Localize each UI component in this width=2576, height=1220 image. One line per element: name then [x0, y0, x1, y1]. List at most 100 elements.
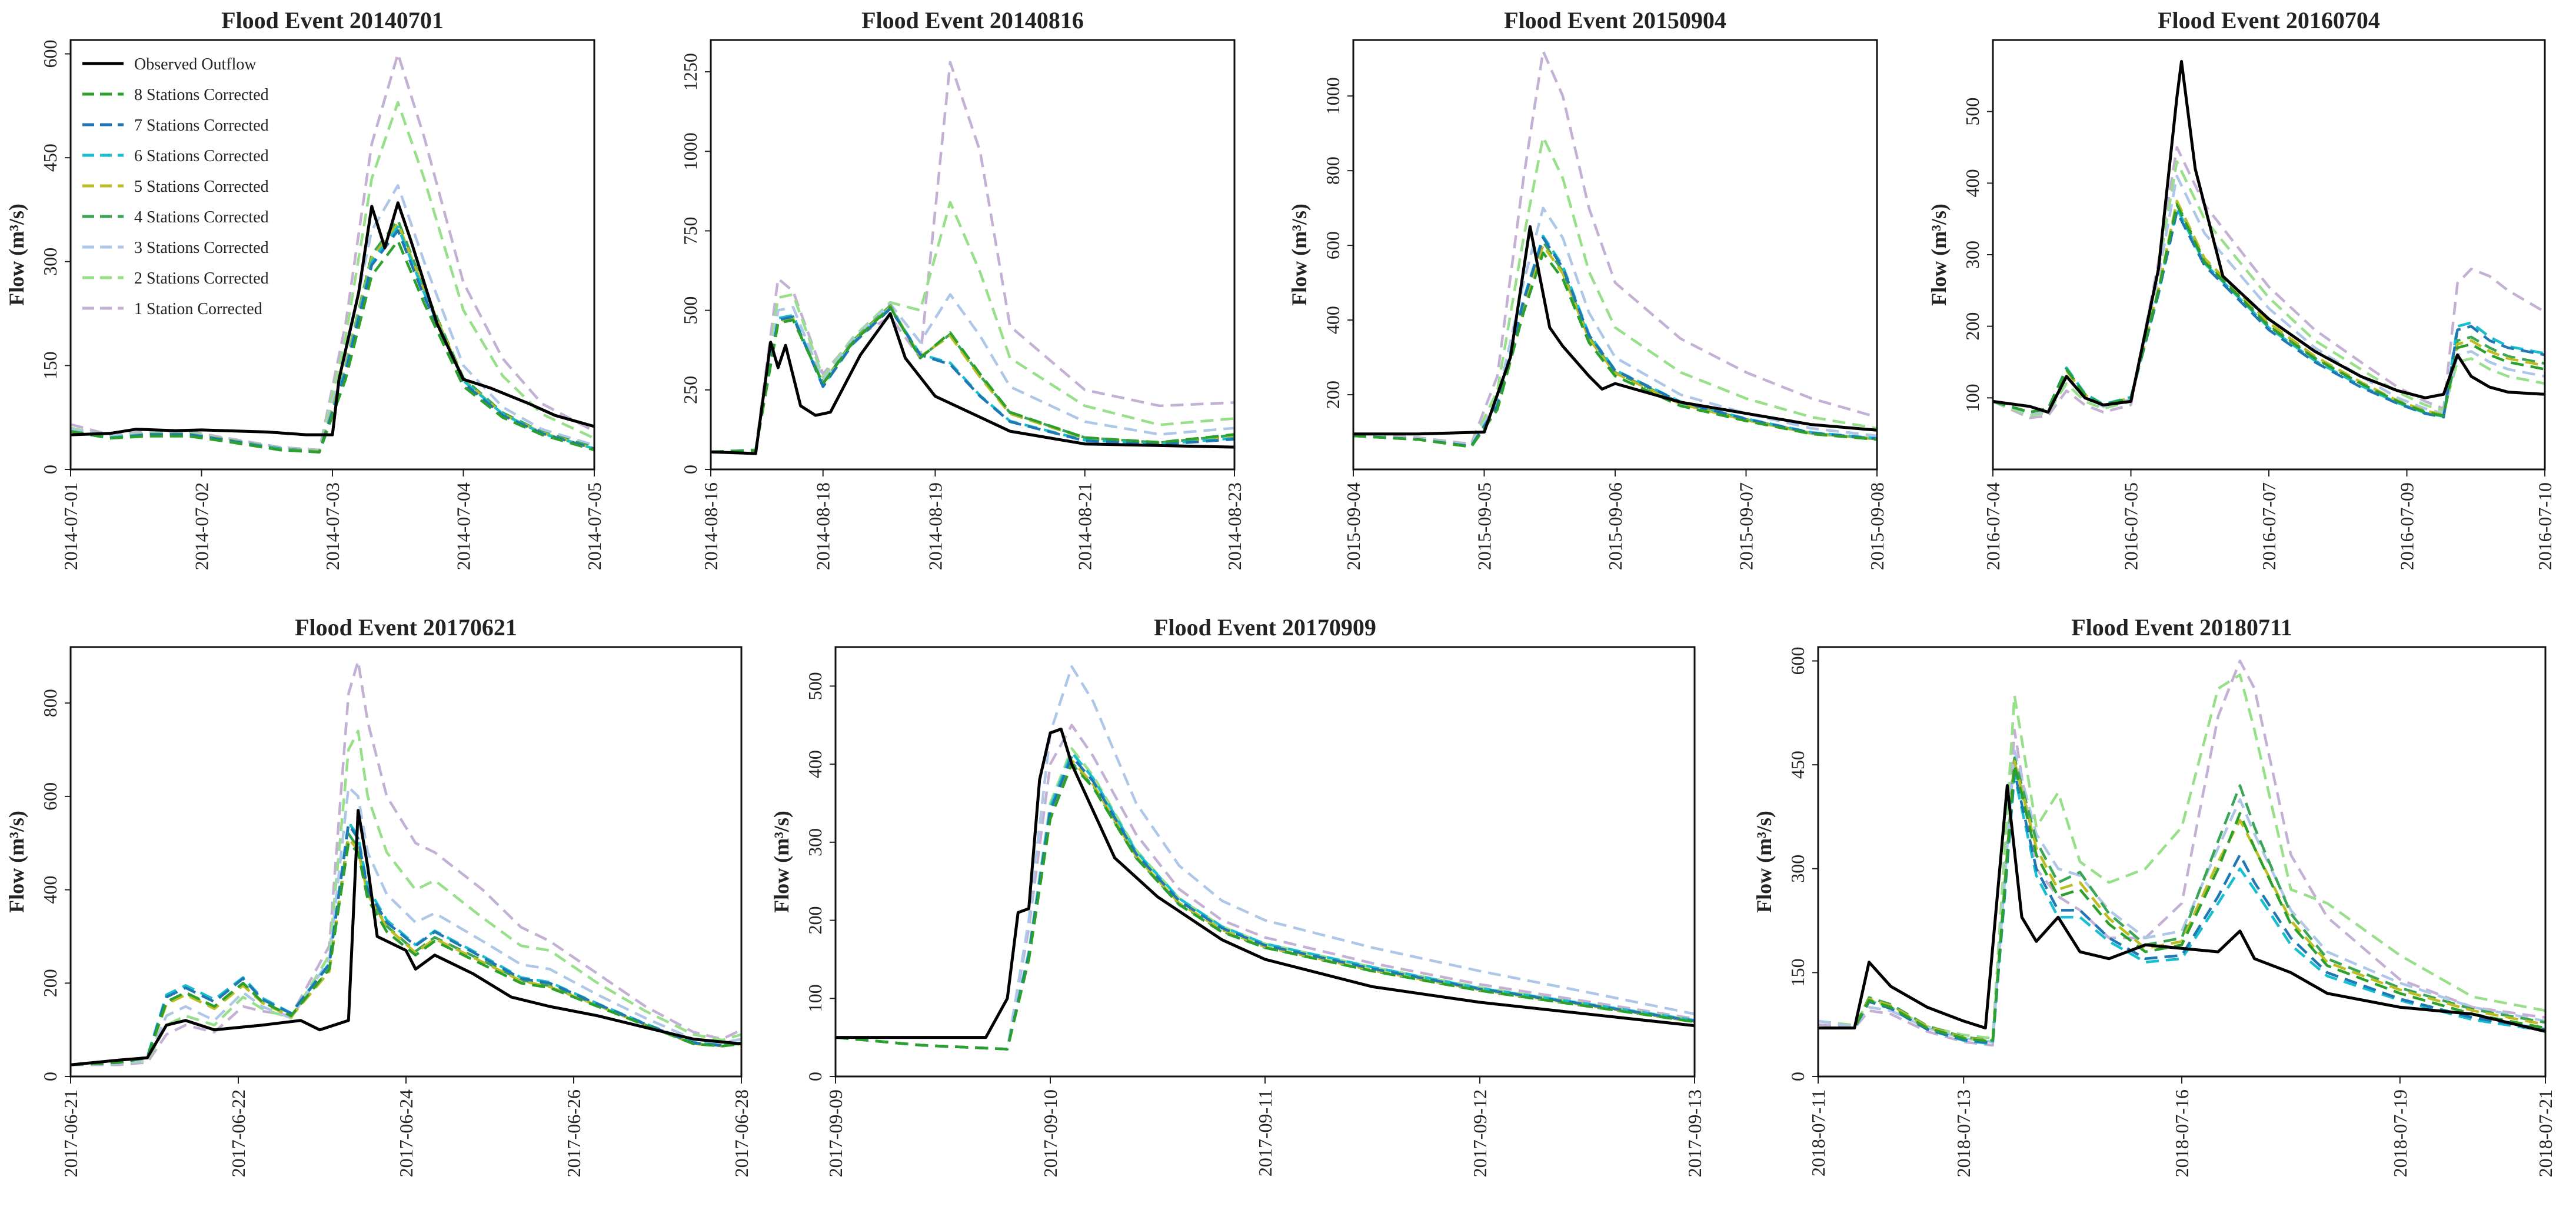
series-line-1-station-corrected: [1353, 49, 1877, 446]
x-tick-label: 2017-09-12: [1469, 1089, 1490, 1177]
y-tick-label: 300: [1787, 855, 1808, 883]
y-tick-label: 1000: [680, 132, 701, 170]
y-tick-label: 400: [39, 876, 61, 904]
x-tick-label: 2014-07-05: [584, 482, 605, 570]
series-line-7-stations-corrected: [71, 823, 741, 1066]
x-tick-label: 2014-08-18: [813, 482, 834, 570]
panel-title: Flood Event 20170621: [295, 614, 517, 641]
panel-title: Flood Event 20180711: [2071, 614, 2292, 641]
series-line-observed-outflow: [71, 809, 741, 1066]
y-axis-label: Flow (m³/s): [5, 204, 28, 306]
y-tick-label: 200: [39, 969, 61, 997]
series-line-3-stations-corrected: [836, 665, 1695, 1051]
panels: Flood Event 20140701 Flow (m³/s) 0 150 300 45…: [5, 7, 2556, 1177]
plot-frame: [1817, 646, 2547, 1078]
x-tick-label: 2017-09-10: [1040, 1089, 1061, 1177]
x-tick-label: 2018-07-19: [2389, 1089, 2411, 1177]
series-line-7-stations-corrected: [1353, 236, 1877, 448]
x-tick-label: 2014-07-01: [60, 482, 81, 570]
panel-title: Flood Event 20140816: [861, 7, 1084, 34]
x-tick-label: 2018-07-16: [2171, 1089, 2192, 1177]
legend-label: 4 Stations Corrected: [134, 208, 269, 226]
legend-label: 7 Stations Corrected: [134, 116, 269, 135]
y-tick-label: 500: [804, 672, 826, 700]
panel-4: Flood Event 20160704 Flow (m³/s) 100 200 300…: [1927, 7, 2555, 570]
y-tick-label: 600: [1322, 231, 1343, 259]
panel-title: Flood Event 20140701: [221, 7, 444, 34]
x-tick-label: 2017-09-13: [1684, 1089, 1705, 1177]
y-tick-label: 0: [39, 465, 61, 474]
x-tick-label: 2017-06-24: [395, 1089, 417, 1177]
plot-frame: [69, 646, 743, 1078]
x-tick-label: 2016-07-10: [2534, 482, 2555, 570]
legend-label: 6 Stations Corrected: [134, 147, 269, 165]
y-axis-label: Flow (m³/s): [770, 811, 793, 913]
y-tick-label: 800: [1322, 156, 1343, 185]
panel-6: Flood Event 20170909 Flow (m³/s) 0 100 200 30…: [770, 614, 1705, 1177]
panel-5: Flood Event 20170621 Flow (m³/s) 0 200 400 60…: [5, 614, 752, 1177]
x-tick-label: 2014-07-04: [453, 482, 474, 570]
y-tick-label: 0: [804, 1072, 826, 1081]
series-line-3-stations-corrected: [71, 785, 741, 1066]
x-tick-label: 2017-06-26: [563, 1089, 584, 1177]
series-line-7-stations-corrected: [71, 229, 594, 454]
y-tick-label: 300: [1962, 241, 1983, 269]
series-line-observed-outflow: [1353, 225, 1877, 436]
y-tick-label: 200: [804, 906, 826, 935]
panel-1: Flood Event 20140701 Flow (m³/s) 0 150 300 45…: [5, 7, 605, 570]
y-tick-label: 400: [1322, 306, 1343, 334]
y-tick-label: 400: [1962, 169, 1983, 197]
x-tick-label: 2016-07-04: [1982, 482, 2003, 570]
y-tick-label: 400: [804, 750, 826, 778]
series-line-8-stations-corrected: [836, 762, 1695, 1051]
legend-label: 5 Stations Corrected: [134, 178, 269, 196]
series-line-3-stations-corrected: [711, 293, 1234, 454]
series-line-observed-outflow: [1818, 784, 2545, 1033]
x-tick-label: 2016-07-07: [2258, 482, 2279, 570]
y-axis-label: Flow (m³/s): [1927, 204, 1951, 306]
series-line-4-stations-corrected: [1818, 756, 2545, 1042]
series-group: [836, 665, 1695, 1051]
legend-label: Observed Outflow: [134, 55, 257, 74]
legend-label: 8 Stations Corrected: [134, 86, 269, 104]
series-line-2-stations-corrected: [71, 729, 741, 1066]
y-tick-label: 200: [1322, 381, 1343, 409]
x-tick-label: 2017-09-11: [1254, 1089, 1276, 1176]
series-line-1-station-corrected: [71, 659, 741, 1066]
x-tick-label: 2015-09-08: [1866, 482, 1888, 570]
x-tick-label: 2014-08-23: [1224, 482, 1245, 570]
plot-frame: [69, 39, 595, 471]
plot-frame: [834, 646, 1696, 1078]
series-group: [71, 659, 741, 1066]
series-line-3-stations-corrected: [1353, 206, 1877, 447]
y-tick-label: 150: [39, 351, 61, 379]
series-line-1-station-corrected: [1993, 146, 2545, 419]
panel-7: Flood Event 20180711 Flow (m³/s) 0 150 300 45…: [1752, 614, 2556, 1177]
plot-frame: [1992, 39, 2546, 471]
series-line-1-station-corrected: [711, 61, 1234, 454]
y-tick-label: 500: [1962, 98, 1983, 126]
series-group: [1818, 659, 2545, 1047]
series-line-6-stations-corrected: [71, 821, 741, 1066]
series-line-2-stations-corrected: [711, 201, 1234, 454]
series-line-8-stations-corrected: [1818, 763, 2545, 1044]
y-tick-label: 0: [1787, 1072, 1808, 1081]
series-group: [1353, 49, 1877, 449]
plot-frame: [1352, 39, 1878, 471]
y-tick-label: 100: [1962, 384, 1983, 412]
y-tick-label: 450: [1787, 751, 1808, 779]
y-tick-label: 600: [1787, 647, 1808, 675]
y-tick-label: 750: [680, 216, 701, 245]
y-tick-label: 100: [804, 984, 826, 1012]
series-line-observed-outflow: [711, 312, 1234, 455]
series-line-8-stations-corrected: [1353, 251, 1877, 449]
x-tick-label: 2016-07-09: [2397, 482, 2418, 570]
y-tick-label: 450: [39, 144, 61, 172]
y-tick-label: 1000: [1322, 77, 1343, 115]
x-tick-label: 2018-07-11: [1808, 1089, 1829, 1176]
y-axis-label: Flow (m³/s): [1287, 204, 1311, 306]
legend-label: 1 Station Corrected: [134, 300, 262, 318]
x-tick-label: 2016-07-05: [2121, 482, 2142, 570]
series-group: [711, 61, 1234, 455]
